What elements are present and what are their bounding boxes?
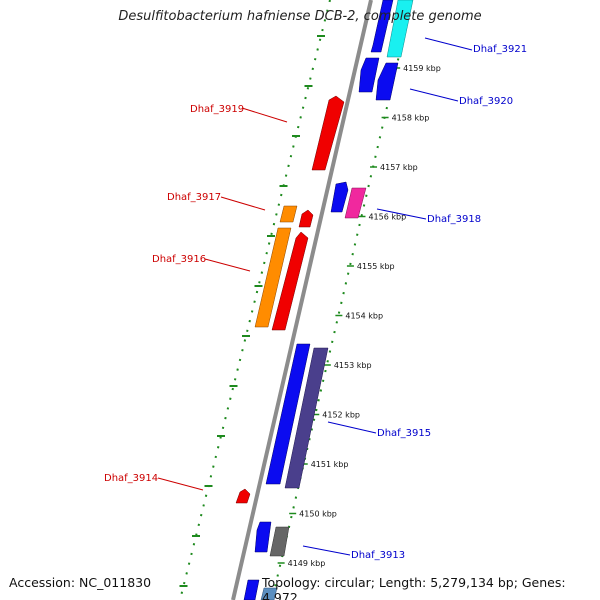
scale-tick-label: 4155 kbp xyxy=(357,262,395,271)
label-leader-lines xyxy=(157,37,473,556)
gene-label-dhaf-3918[interactable]: Dhaf_3918 xyxy=(427,214,481,225)
gene-features xyxy=(235,0,414,600)
gene-feature-dhaf-3919[interactable] xyxy=(311,95,345,171)
gene-feature-dhaf-3916[interactable] xyxy=(254,227,292,328)
scale-tick-label: 4159 kbp xyxy=(403,64,441,73)
genome-backbone xyxy=(231,0,373,600)
scale-ticks: 4159 kbp 4158 kbp 4157 kbp 4156 kbp 4155 kbp… xyxy=(179,35,441,587)
gene-feature-dhaf-3915[interactable] xyxy=(284,347,329,489)
gene-feature-small-red[interactable] xyxy=(298,209,314,228)
leader-dhaf-3920 xyxy=(409,88,459,102)
genome-summary-text: Topology: circular; Length: 5,279,134 bp… xyxy=(262,575,566,600)
gene-feature-dhaf-3913-blue[interactable] xyxy=(254,521,272,553)
scale-tick-label: 4156 kbp xyxy=(368,213,406,222)
gene-feature-dhaf-3917[interactable] xyxy=(279,205,298,223)
gene-label-dhaf-3917[interactable]: Dhaf_3917 xyxy=(167,192,221,203)
scale-tick-label: 4149 kbp xyxy=(288,559,326,568)
gene-label-dhaf-3916[interactable]: Dhaf_3916 xyxy=(152,254,206,265)
gene-feature-dhaf-3918[interactable] xyxy=(344,187,367,219)
map-title: Desulfitobacterium hafniense DCB-2, comp… xyxy=(118,9,482,24)
gene-feature-dhaf-3921-cyan[interactable] xyxy=(386,0,414,58)
leader-dhaf-3915 xyxy=(327,421,377,434)
leader-dhaf-3913 xyxy=(302,545,351,556)
gene-feature-dhaf-3915-blue[interactable] xyxy=(265,343,311,485)
leader-dhaf-3918 xyxy=(376,208,427,220)
gene-feature-dhaf-3916-red[interactable] xyxy=(271,231,309,331)
gene-label-dhaf-3914[interactable]: Dhaf_3914 xyxy=(104,473,158,484)
gene-feature-dhaf-3918-blue[interactable] xyxy=(330,181,349,213)
gene-label-dhaf-3920[interactable]: Dhaf_3920 xyxy=(459,96,513,107)
leader-dhaf-3917 xyxy=(220,196,266,211)
leader-dhaf-3919 xyxy=(241,107,288,123)
scale-tick-label: 4158 kbp xyxy=(392,114,430,123)
scale-tick-label: 4151 kbp xyxy=(311,460,349,469)
gene-feature-dhaf-3914[interactable] xyxy=(235,488,251,504)
gene-feature-dhaf-3920[interactable] xyxy=(375,62,399,101)
gene-feature-bottom-steel[interactable] xyxy=(260,587,278,600)
scale-tick-label: 4152 kbp xyxy=(322,411,360,420)
scale-tick-label: 4154 kbp xyxy=(345,312,383,321)
gene-label-dhaf-3915[interactable]: Dhaf_3915 xyxy=(377,428,431,439)
gene-feature-bottom-blue[interactable] xyxy=(243,579,260,600)
leader-dhaf-3916 xyxy=(204,258,251,272)
scale-tick-label: 4150 kbp xyxy=(299,510,337,519)
gene-feature-top-blue[interactable] xyxy=(370,0,394,53)
gene-label-dhaf-3921[interactable]: Dhaf_3921 xyxy=(473,44,527,55)
scale-tick-label: 4153 kbp xyxy=(334,361,372,370)
gene-label-dhaf-3913[interactable]: Dhaf_3913 xyxy=(351,550,405,561)
gene-feature-top-blue-2[interactable] xyxy=(358,57,380,93)
accession-text: Accession: NC_011830 xyxy=(9,575,152,590)
leader-dhaf-3921 xyxy=(424,37,473,51)
gene-label-dhaf-3919[interactable]: Dhaf_3919 xyxy=(190,104,244,115)
gene-feature-dhaf-3913[interactable] xyxy=(269,526,290,557)
scale-tick-label: 4157 kbp xyxy=(380,163,418,172)
leader-dhaf-3914 xyxy=(157,477,204,491)
gene-labels: Dhaf_3921 Dhaf_3920 Dhaf_3919 Dhaf_3918 … xyxy=(104,44,527,561)
